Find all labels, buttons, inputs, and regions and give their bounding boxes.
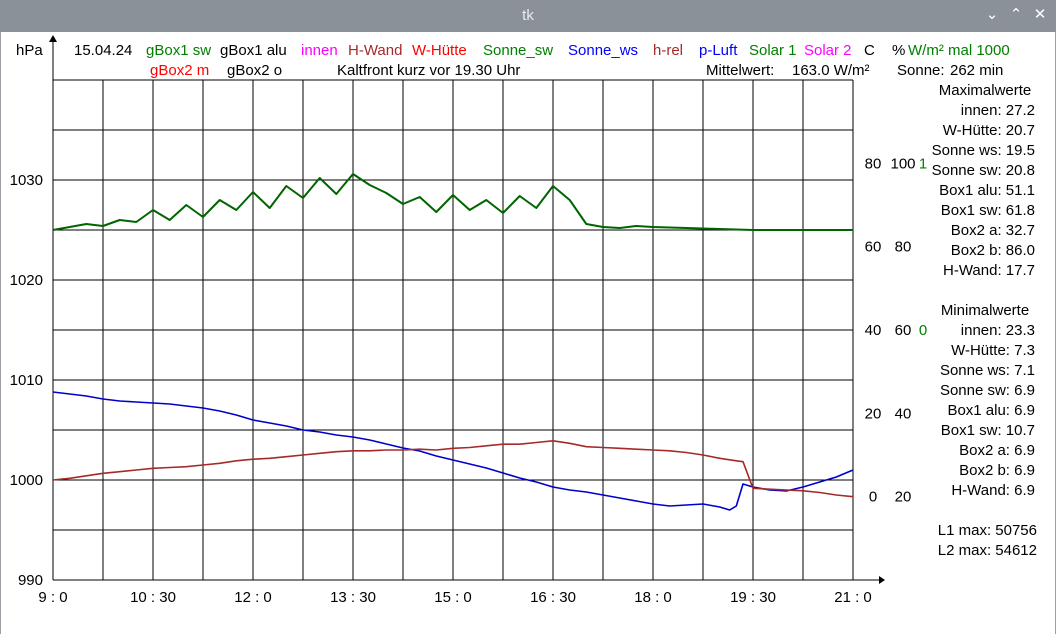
unit-wm2: W/m² mal 1000 bbox=[908, 42, 1010, 59]
legend-item: Solar 2 bbox=[804, 42, 852, 59]
max-value-line: Sonne sw: 20.8 bbox=[932, 162, 1035, 179]
x-tick-label: 13 : 30 bbox=[330, 589, 376, 606]
x-tick-label: 10 : 30 bbox=[130, 589, 176, 606]
legend-row-1: gBox1 sw gBox1 alu innen H-Wand W-Hütte Sonne… bbox=[146, 42, 852, 59]
legend-item: gBox2 o bbox=[227, 62, 282, 79]
legend-item: H-Wand bbox=[348, 42, 402, 59]
pressure-tick-label: 1020 bbox=[10, 272, 43, 289]
x-tick-label: 19 : 30 bbox=[730, 589, 776, 606]
legend-item: gBox1 alu bbox=[220, 42, 287, 59]
unit-hpa: hPa bbox=[16, 42, 43, 59]
x-tick-label: 12 : 0 bbox=[234, 589, 272, 606]
chart-axes bbox=[49, 35, 885, 584]
chart-tick-labels: 9 : 0 10 : 30 12 : 0 13 : 30 15 : 0 16 : 30 18… bbox=[10, 155, 928, 606]
min-value-line: Sonne ws: 7.1 bbox=[940, 362, 1035, 379]
x-tick-label: 9 : 0 bbox=[38, 589, 67, 606]
max-value-line: Box2 a: 32.7 bbox=[951, 222, 1035, 239]
legend-item: innen bbox=[301, 42, 338, 59]
unit-percent: % bbox=[892, 42, 905, 59]
rh-tick-label: 100 bbox=[890, 155, 915, 172]
minimize-icon[interactable]: ⌄ bbox=[985, 6, 999, 23]
max-value-line: Box1 alu: 51.1 bbox=[939, 182, 1035, 199]
window-titlebar[interactable]: tk ⌄ ⌃ ✕ bbox=[0, 0, 1056, 32]
min-value-line: Box1 alu: 6.9 bbox=[947, 402, 1035, 419]
min-value-line: Sonne sw: 6.9 bbox=[940, 382, 1035, 399]
series-line-sonne-sw bbox=[52, 173, 853, 231]
min-value-line: W-Hütte: 7.3 bbox=[951, 342, 1035, 359]
rh-tick-label: 80 bbox=[895, 239, 912, 256]
pressure-tick-label: 990 bbox=[18, 572, 43, 589]
min-value-line: Box2 a: 6.9 bbox=[959, 442, 1035, 459]
l2-max: L2 max: 54612 bbox=[938, 542, 1037, 559]
pressure-tick-label: 1030 bbox=[10, 172, 43, 189]
x-tick-label: 21 : 0 bbox=[834, 589, 872, 606]
legend-item: gBox2 m bbox=[150, 62, 209, 79]
legend-row-2: gBox2 m gBox2 o bbox=[150, 62, 282, 79]
legend-item: Sonne_sw bbox=[483, 42, 553, 59]
kaltfront-note: Kaltfront kurz vor 19.30 Uhr bbox=[337, 62, 520, 79]
min-value-line: H-Wand: 6.9 bbox=[951, 482, 1035, 499]
min-value-line: Box2 b: 6.9 bbox=[959, 462, 1035, 479]
temp-tick-label: 80 bbox=[865, 155, 882, 172]
rh-tick-label: 40 bbox=[895, 405, 912, 422]
mittelwert-label: Mittelwert: bbox=[706, 62, 774, 79]
mittelwert-value: 163.0 W/m² bbox=[792, 62, 870, 79]
date-label: 15.04.24 bbox=[74, 42, 132, 59]
max-value-line: innen: 27.2 bbox=[961, 102, 1035, 119]
chart-series bbox=[52, 173, 854, 511]
x-axis-arrow-icon bbox=[879, 576, 885, 584]
close-icon[interactable]: ✕ bbox=[1033, 6, 1047, 23]
temp-tick-label: 60 bbox=[865, 239, 882, 256]
sonne-label: Sonne: bbox=[897, 62, 945, 79]
max-values-title: Maximalwerte bbox=[939, 82, 1032, 99]
min-value-line: innen: 23.3 bbox=[961, 322, 1035, 339]
max-value-line: Box1 sw: 61.8 bbox=[941, 202, 1035, 219]
rh-tick-label: 20 bbox=[895, 489, 912, 506]
pressure-tick-label: 1000 bbox=[10, 472, 43, 489]
max-value-line: Sonne ws: 19.5 bbox=[932, 142, 1035, 159]
series-line-h-rel bbox=[52, 440, 854, 498]
legend-item: p-Luft bbox=[699, 42, 738, 59]
rh-tick-label: 60 bbox=[895, 322, 912, 339]
x-tick-label: 15 : 0 bbox=[434, 589, 472, 606]
max-value-line: Box2 b: 86.0 bbox=[951, 242, 1035, 259]
pressure-tick-label: 1010 bbox=[10, 372, 43, 389]
legend-item: W-Hütte bbox=[412, 42, 467, 59]
min-value-line: Box1 sw: 10.7 bbox=[941, 422, 1035, 439]
weather-chart: 9 : 0 10 : 30 12 : 0 13 : 30 15 : 0 16 : 30 18… bbox=[10, 35, 1037, 606]
unit-c: C bbox=[864, 42, 875, 59]
legend-item: gBox1 sw bbox=[146, 42, 211, 59]
maximize-icon[interactable]: ⌃ bbox=[1009, 6, 1023, 23]
legend-item: Solar 1 bbox=[749, 42, 797, 59]
solar-tick-label: 0 bbox=[919, 322, 927, 339]
temp-tick-label: 0 bbox=[869, 489, 877, 506]
max-value-line: W-Hütte: 20.7 bbox=[943, 122, 1035, 139]
legend-item: h-rel bbox=[653, 42, 683, 59]
stats-panel: Maximalwerte innen: 27.2 W-Hütte: 20.7 Sonn… bbox=[932, 82, 1037, 559]
chart-canvas: 9 : 0 10 : 30 12 : 0 13 : 30 15 : 0 16 : 30 18… bbox=[0, 32, 1056, 634]
temp-tick-label: 40 bbox=[865, 322, 882, 339]
x-tick-label: 18 : 0 bbox=[634, 589, 672, 606]
series-line-p-luft bbox=[52, 391, 854, 511]
window-title: tk bbox=[522, 7, 534, 24]
solar-tick-label: 1 bbox=[919, 155, 927, 172]
min-values-title: Minimalwerte bbox=[941, 302, 1029, 319]
temp-tick-label: 20 bbox=[865, 405, 882, 422]
x-tick-label: 16 : 30 bbox=[530, 589, 576, 606]
sonne-value: 262 min bbox=[950, 62, 1003, 79]
legend-item: Sonne_ws bbox=[568, 42, 638, 59]
max-value-line: H-Wand: 17.7 bbox=[943, 262, 1035, 279]
l1-max: L1 max: 50756 bbox=[938, 522, 1037, 539]
chart-grid bbox=[52, 79, 854, 581]
y-axis-arrow-icon bbox=[49, 35, 57, 42]
